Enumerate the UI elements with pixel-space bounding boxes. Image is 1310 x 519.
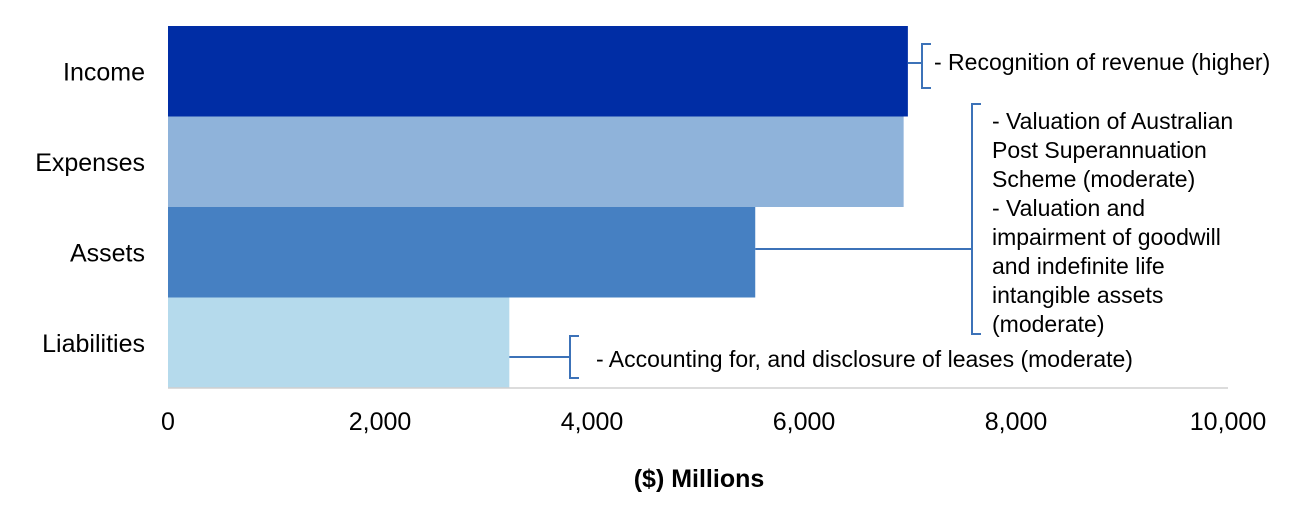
x-axis-title: ($) Millions — [634, 465, 765, 493]
annotation-text-line: - Valuation and — [992, 195, 1145, 221]
x-tick-label: 4,000 — [561, 408, 624, 436]
bar-income — [168, 26, 908, 117]
x-tick-label: 10,000 — [1190, 408, 1266, 436]
x-tick-label: 8,000 — [985, 408, 1048, 436]
x-tick-label: 6,000 — [773, 408, 836, 436]
annotation-text-line: Scheme (moderate) — [992, 166, 1195, 192]
annotation-liabilities: - Accounting for, and disclosure of leas… — [509, 335, 1133, 379]
annotation-income: - Recognition of revenue (higher) — [907, 43, 1270, 89]
annotation-text-line: - Recognition of revenue (higher) — [934, 49, 1270, 75]
x-tick-label: 0 — [161, 408, 175, 436]
category-label-liabilities: Liabilities — [42, 330, 145, 358]
annotation-text-line: impairment of goodwill — [992, 224, 1221, 250]
x-tick-labels: 0 2,000 4,000 6,000 8,000 10,000 — [161, 408, 1266, 436]
bar-expenses — [168, 116, 904, 207]
bars-group — [168, 26, 908, 388]
annotation-bracket — [569, 335, 579, 379]
category-labels: Income Expenses Assets Liabilities — [35, 58, 145, 358]
category-label-income: Income — [63, 58, 145, 86]
annotation-bracket — [921, 43, 931, 89]
annotation-text-line: intangible assets — [992, 282, 1163, 308]
annotation-text-line: - Accounting for, and disclosure of leas… — [596, 346, 1133, 372]
annotation-text-line: (moderate) — [992, 311, 1104, 337]
x-tick-label: 2,000 — [349, 408, 412, 436]
annotation-text-line: - Valuation of Australian — [992, 108, 1233, 134]
bar-assets — [168, 207, 756, 298]
category-label-expenses: Expenses — [35, 149, 145, 177]
annotation-assets: - Valuation of Australian Post Superannua… — [755, 103, 1233, 337]
bar-liabilities — [168, 297, 510, 388]
annotation-text-line: and indefinite life — [992, 253, 1165, 279]
annotation-text-line: Post Superannuation — [992, 137, 1207, 163]
annotations: - Recognition of revenue (higher) - Valua… — [509, 43, 1270, 379]
annotation-bracket — [971, 103, 981, 335]
category-label-assets: Assets — [70, 239, 145, 267]
